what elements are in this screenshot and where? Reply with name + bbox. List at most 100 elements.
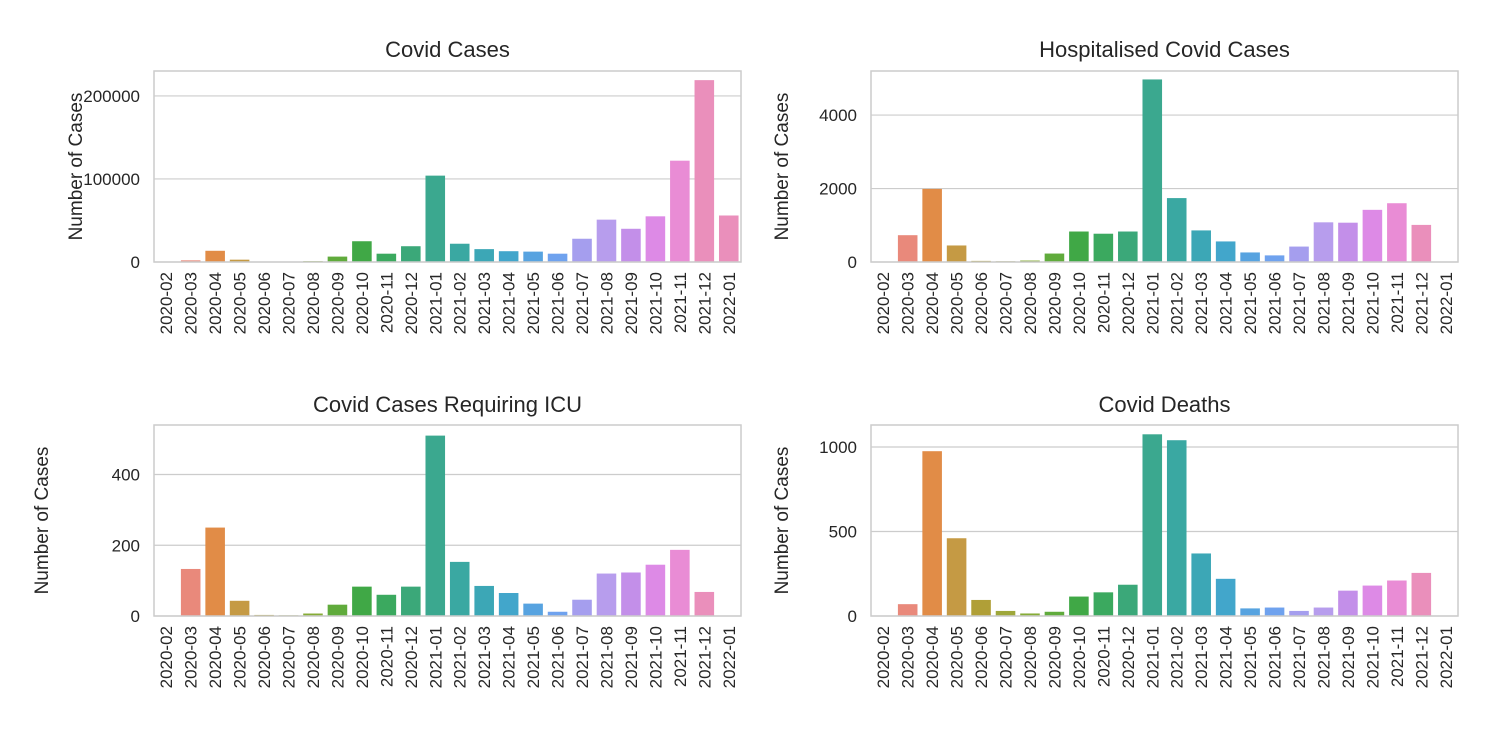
bar-2020-07 [995, 610, 1016, 616]
bar-2021-06 [1264, 607, 1285, 616]
x-tick-label: 2021-07 [573, 626, 592, 688]
x-tick-label: 2020-05 [948, 626, 967, 688]
bar-2021-09 [621, 572, 641, 616]
x-tick-label: 2021-12 [695, 272, 714, 334]
bar-2021-07 [572, 599, 592, 616]
x-tick-label: 2021-03 [1192, 272, 1211, 334]
x-tick-label: 2020-08 [1021, 272, 1040, 334]
bar-2021-12 [694, 80, 715, 262]
bar-2020-06 [971, 599, 991, 616]
x-tick-label: 2020-12 [1119, 626, 1138, 688]
bar-2021-05 [1240, 252, 1260, 262]
x-tick-label: 2021-05 [1241, 272, 1260, 334]
bar-2020-08 [1020, 613, 1040, 616]
bar-2021-12 [1411, 224, 1432, 262]
bar-2020-12 [401, 586, 421, 616]
x-tick-label: 2020-05 [231, 272, 250, 334]
x-tick-label: 2021-03 [1192, 626, 1211, 688]
x-tick-label: 2020-04 [923, 272, 942, 334]
x-tick-label: 2021-12 [695, 626, 714, 688]
x-tick-label: 2021-02 [451, 272, 470, 334]
bar-2021-07 [572, 238, 592, 262]
bar-2020-04 [205, 527, 225, 616]
chart-panel-1: 0 100000 200000 2020-02 2020-03 2020-04 2020-0… [66, 37, 742, 334]
bar-2021-08 [1313, 222, 1334, 262]
y-tick-label: 0 [131, 253, 140, 272]
bar-2020-09 [327, 604, 348, 616]
y-tick-label: 200 [112, 536, 140, 555]
bar-2021-09 [621, 228, 641, 262]
bar-2020-03 [897, 235, 918, 262]
x-tick-label: 2021-10 [646, 626, 665, 688]
x-tick-label: 2021-01 [426, 272, 445, 334]
chart-panel-3: 0 200 400 2020-02 2020-03 2020-04 2020-05 2020-… [32, 392, 742, 688]
x-tick-label: 2021-09 [1339, 626, 1358, 688]
plot-frame [153, 70, 742, 263]
x-tick-label: 2020-10 [353, 272, 372, 334]
bar-2021-06 [1264, 255, 1285, 262]
x-tick-label: 2021-10 [646, 272, 665, 334]
x-tick-label: 2020-09 [328, 272, 347, 334]
x-tick-label: 2021-07 [573, 272, 592, 334]
bar-2020-04 [205, 250, 225, 262]
x-tick-label: 2020-12 [402, 626, 421, 688]
x-tick-label: 2022-01 [1437, 626, 1456, 688]
x-tick-label: 2021-06 [549, 626, 568, 688]
x-tick-label: 2020-02 [874, 272, 893, 334]
x-tick-label: 2021-01 [1143, 272, 1162, 334]
x-tick-label: 2021-08 [1314, 272, 1333, 334]
bar-2020-12 [1118, 584, 1138, 616]
bar-2020-10 [1069, 596, 1089, 616]
x-tick-label: 2020-04 [206, 626, 225, 688]
x-tick-label: 2020-04 [923, 626, 942, 688]
bar-2020-05 [229, 259, 250, 262]
bar-2021-02 [1166, 440, 1187, 616]
bar-2021-09 [1338, 590, 1358, 616]
bar-2020-11 [376, 594, 397, 616]
bar-2021-03 [1191, 553, 1211, 616]
x-tick-label: 2020-03 [899, 626, 918, 688]
x-tick-label: 2021-02 [1168, 272, 1187, 334]
bar-2021-08 [1313, 607, 1334, 616]
y-tick-label: 100000 [83, 170, 140, 189]
chart-title: Covid Cases [385, 37, 510, 62]
chart-title: Hospitalised Covid Cases [1039, 37, 1290, 62]
x-tick-label: 2021-04 [500, 626, 519, 688]
bar-2021-11 [670, 549, 690, 616]
x-tick-label: 2022-01 [1437, 272, 1456, 334]
x-tick-label: 2020-11 [377, 626, 396, 687]
x-tick-label: 2021-05 [524, 626, 543, 688]
x-tick-label: 2021-11 [671, 272, 690, 333]
x-tick-label: 2020-03 [182, 272, 201, 334]
bar-2021-05 [523, 603, 543, 616]
y-tick-label: 2000 [819, 180, 857, 199]
bar-2021-02 [449, 243, 470, 262]
x-tick-label: 2020-07 [997, 272, 1016, 334]
x-tick-label: 2020-11 [377, 272, 396, 333]
x-tick-label: 2020-10 [1070, 626, 1089, 688]
bar-2021-10 [645, 564, 666, 616]
x-tick-label: 2021-09 [1339, 272, 1358, 334]
x-tick-label: 2020-09 [1045, 626, 1064, 688]
x-tick-label: 2021-04 [500, 272, 519, 334]
y-tick-label: 0 [848, 253, 857, 272]
bar-2020-11 [376, 253, 397, 262]
x-tick-label: 2020-08 [304, 626, 323, 688]
x-tick-label: 2021-08 [597, 626, 616, 688]
x-tick-label: 2021-02 [1168, 626, 1187, 688]
x-tick-label: 2021-03 [475, 272, 494, 334]
bar-2020-05 [229, 600, 250, 616]
x-tick-label: 2022-01 [720, 626, 739, 688]
x-tick-label: 2021-03 [475, 626, 494, 688]
y-axis-label: Number of Cases [772, 93, 793, 241]
x-tick-label: 2020-06 [972, 272, 991, 334]
bar-2020-09 [327, 256, 348, 262]
bar-2020-05 [946, 538, 967, 616]
x-tick-label: 2020-06 [255, 272, 274, 334]
x-tick-label: 2020-05 [231, 626, 250, 688]
x-tick-label: 2020-07 [280, 272, 299, 334]
bar-2021-10 [1362, 209, 1383, 262]
bar-2021-12 [694, 591, 715, 616]
x-tick-label: 2021-02 [451, 626, 470, 688]
x-tick-label: 2020-05 [948, 272, 967, 334]
